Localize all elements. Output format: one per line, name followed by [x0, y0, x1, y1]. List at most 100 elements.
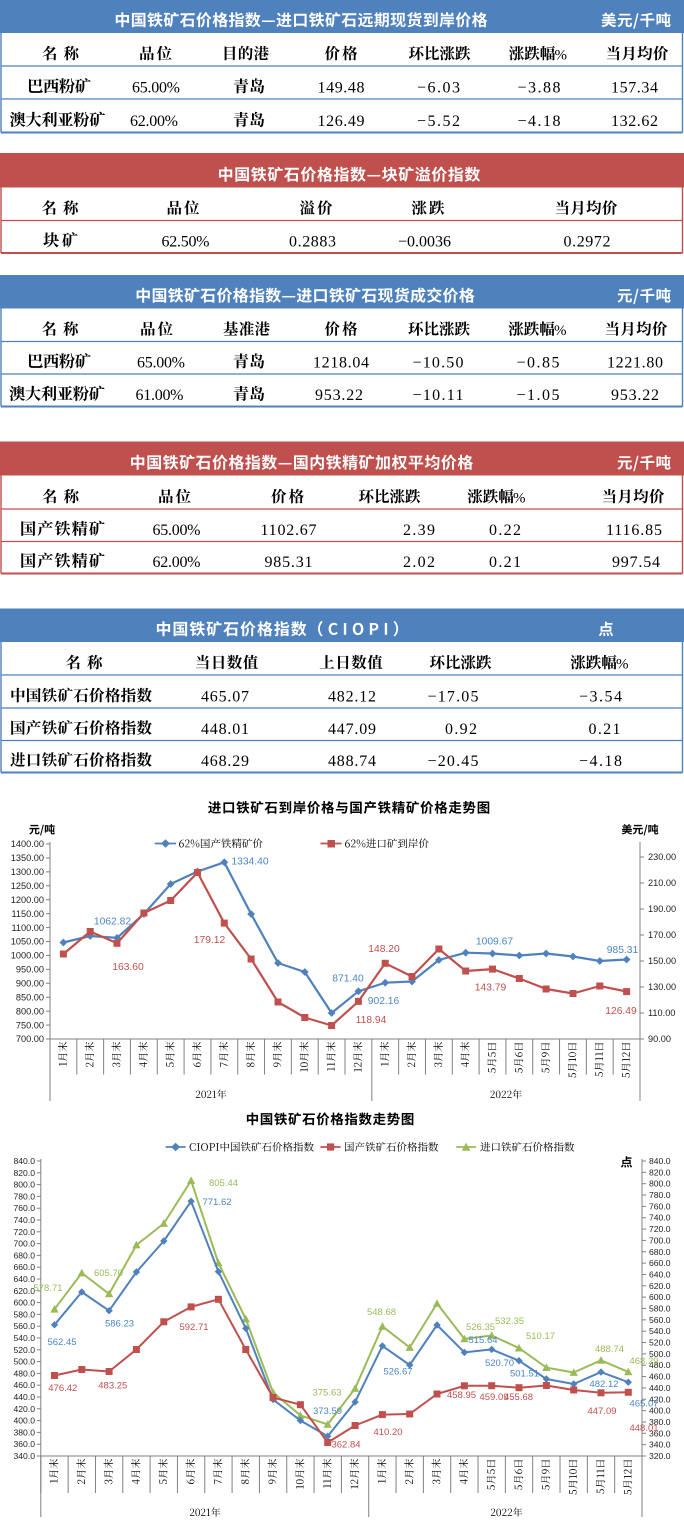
- svg-text:600.0: 600.0: [649, 1292, 671, 1302]
- svg-text:1000.00: 1000.00: [11, 951, 44, 961]
- svg-text:780.0: 780.0: [13, 1191, 35, 1201]
- svg-text:447.09: 447.09: [328, 721, 376, 738]
- svg-text:126.49: 126.49: [318, 113, 365, 130]
- svg-text:480.0: 480.0: [649, 1360, 671, 1370]
- svg-text:488.74: 488.74: [328, 753, 376, 770]
- svg-text:476.42: 476.42: [48, 1383, 77, 1394]
- svg-text:468.29: 468.29: [201, 753, 249, 770]
- svg-text:526.67: 526.67: [383, 1367, 412, 1378]
- svg-text:0.21: 0.21: [589, 721, 621, 738]
- svg-text:526.35: 526.35: [466, 1322, 495, 1333]
- svg-text:700.0: 700.0: [649, 1235, 671, 1245]
- svg-text:157.34: 157.34: [611, 79, 658, 96]
- svg-text:488.74: 488.74: [595, 1344, 624, 1355]
- svg-text:540.0: 540.0: [13, 1333, 35, 1343]
- svg-text:−6.03: −6.03: [417, 79, 460, 96]
- svg-text:580.0: 580.0: [13, 1309, 35, 1319]
- svg-text:%: %: [555, 47, 568, 63]
- svg-text:700.00: 700.00: [16, 1034, 44, 1044]
- svg-text:−4.18: −4.18: [579, 753, 622, 770]
- svg-text:118.94: 118.94: [356, 1015, 387, 1026]
- svg-text:1334.40: 1334.40: [231, 856, 268, 867]
- svg-text:660.0: 660.0: [13, 1262, 35, 1272]
- svg-text:149.48: 149.48: [318, 79, 365, 96]
- svg-text:520.70: 520.70: [485, 1358, 514, 1369]
- svg-text:148.20: 148.20: [368, 944, 400, 955]
- svg-text:132.62: 132.62: [611, 113, 658, 130]
- svg-text:61.00%: 61.00%: [136, 387, 184, 404]
- svg-text:740.0: 740.0: [649, 1213, 671, 1223]
- svg-text:1400.00: 1400.00: [11, 839, 44, 849]
- svg-text:500.0: 500.0: [649, 1349, 671, 1359]
- svg-text:−0.85: −0.85: [517, 354, 560, 371]
- svg-text:750.00: 750.00: [16, 1020, 44, 1030]
- svg-text:−1.05: −1.05: [517, 387, 560, 404]
- svg-text:410.20: 410.20: [373, 1427, 402, 1438]
- svg-text:380.0: 380.0: [13, 1427, 35, 1437]
- svg-text:1200.00: 1200.00: [11, 895, 44, 905]
- svg-text:62.00%: 62.00%: [130, 113, 178, 130]
- svg-text:%: %: [554, 323, 567, 339]
- svg-text:501.51: 501.51: [510, 1369, 539, 1380]
- svg-text:600.0: 600.0: [13, 1298, 35, 1308]
- svg-text:800.0: 800.0: [13, 1180, 35, 1190]
- svg-text:1221.80: 1221.80: [607, 354, 663, 371]
- svg-text:985.31: 985.31: [265, 554, 313, 571]
- svg-text:480.0: 480.0: [13, 1368, 35, 1378]
- svg-text:210.00: 210.00: [648, 878, 676, 888]
- svg-text:840.0: 840.0: [649, 1156, 671, 1166]
- svg-text:448.01: 448.01: [201, 721, 249, 738]
- svg-text:2.02: 2.02: [403, 554, 435, 571]
- svg-text:0.92: 0.92: [445, 721, 477, 738]
- svg-text:2.39: 2.39: [403, 522, 435, 539]
- svg-text:548.68: 548.68: [367, 1307, 396, 1318]
- svg-text:482.12: 482.12: [328, 688, 376, 705]
- svg-text:143.79: 143.79: [475, 983, 507, 994]
- svg-text:−3.88: −3.88: [518, 79, 561, 96]
- svg-text:440.0: 440.0: [13, 1392, 35, 1402]
- svg-text:150.00: 150.00: [648, 956, 676, 966]
- svg-text:440.0: 440.0: [649, 1383, 671, 1393]
- svg-text:447.09: 447.09: [587, 1406, 616, 1417]
- svg-text:455.68: 455.68: [504, 1392, 533, 1403]
- svg-text:510.17: 510.17: [526, 1331, 555, 1342]
- svg-text:820.0: 820.0: [649, 1167, 671, 1177]
- svg-text:−17.05: −17.05: [428, 688, 479, 705]
- svg-text:179.12: 179.12: [194, 935, 226, 946]
- svg-text:850.00: 850.00: [16, 992, 44, 1002]
- svg-text:997.54: 997.54: [612, 554, 660, 571]
- svg-text:126.49: 126.49: [605, 1006, 637, 1017]
- svg-text:65.00%: 65.00%: [153, 522, 201, 539]
- svg-text:760.0: 760.0: [649, 1201, 671, 1211]
- svg-text:−10.50: −10.50: [413, 354, 464, 371]
- svg-text:1250.00: 1250.00: [11, 881, 44, 891]
- svg-text:560.0: 560.0: [13, 1321, 35, 1331]
- svg-text:380.0: 380.0: [649, 1417, 671, 1427]
- svg-text:515.64: 515.64: [468, 1335, 497, 1346]
- svg-text:−0.0036: −0.0036: [398, 233, 451, 250]
- svg-text:1300.00: 1300.00: [11, 867, 44, 877]
- svg-text:170.00: 170.00: [648, 930, 676, 940]
- svg-text:1218.04: 1218.04: [313, 354, 369, 371]
- svg-text:65.00%: 65.00%: [137, 354, 185, 371]
- svg-text:800.0: 800.0: [649, 1179, 671, 1189]
- svg-text:−4.18: −4.18: [518, 113, 561, 130]
- svg-text:448.01: 448.01: [629, 1423, 658, 1434]
- svg-text:1116.85: 1116.85: [606, 522, 662, 539]
- svg-text:90.00: 90.00: [648, 1034, 671, 1044]
- svg-text:950.00: 950.00: [16, 965, 44, 975]
- svg-text:871.40: 871.40: [332, 974, 364, 985]
- svg-text:953.22: 953.22: [611, 387, 659, 404]
- svg-text:562.45: 562.45: [47, 1337, 76, 1348]
- svg-text:900.00: 900.00: [16, 979, 44, 989]
- svg-text:360.0: 360.0: [649, 1428, 671, 1438]
- svg-text:420.0: 420.0: [649, 1394, 671, 1404]
- svg-text:660.0: 660.0: [649, 1258, 671, 1268]
- svg-text:605.70: 605.70: [94, 1268, 123, 1279]
- svg-text:532.35: 532.35: [495, 1316, 524, 1327]
- svg-text:680.0: 680.0: [649, 1247, 671, 1257]
- svg-text:520.0: 520.0: [13, 1345, 35, 1355]
- svg-text:620.0: 620.0: [649, 1281, 671, 1291]
- svg-text:1062.82: 1062.82: [94, 916, 131, 927]
- svg-text:902.16: 902.16: [368, 996, 400, 1007]
